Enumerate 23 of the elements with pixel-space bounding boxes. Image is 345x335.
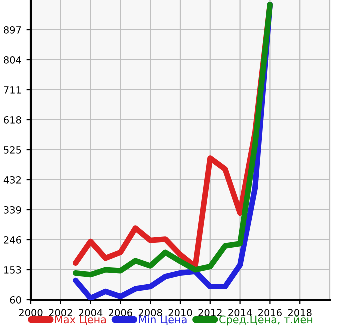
x-tick-label: 2002 [49, 309, 72, 317]
y-tick-label: 525 [4, 146, 22, 154]
y-tick-label: 153 [4, 266, 22, 274]
y-tick-label: 60 [10, 296, 22, 304]
x-tick-label: 2018 [288, 309, 312, 317]
legend-label: Сред.Цена, т.йен [220, 316, 313, 326]
x-tick-label: 2014 [228, 309, 252, 317]
y-tick-label: 246 [4, 236, 22, 244]
legend-label: Min Цена [139, 316, 187, 326]
x-tick-label: 2000 [19, 309, 43, 317]
y-tick-label: 804 [4, 56, 22, 64]
y-tick-label: 897 [4, 26, 22, 34]
x-tick-label: 2008 [138, 309, 162, 317]
y-tick-label: 339 [4, 206, 22, 214]
y-tick-label: 618 [4, 116, 22, 124]
x-tick-label: 2016 [258, 309, 282, 317]
legend-label: Max Цена [55, 316, 106, 326]
x-tick-label: 2010 [168, 309, 192, 317]
x-tick-label: 2012 [198, 309, 222, 317]
y-tick-label: 711 [4, 86, 22, 94]
x-tick-label: 2006 [109, 309, 132, 317]
x-tick-label: 2004 [79, 309, 103, 317]
y-tick-label: 432 [4, 176, 21, 184]
